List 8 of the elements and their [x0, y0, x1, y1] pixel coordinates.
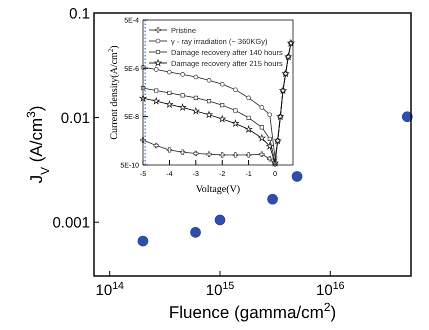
x-axis-title: Voltage(V)	[196, 184, 240, 195]
x-tick-label: 10$^{16}$	[316, 280, 345, 299]
y-tick-label: 0.001	[52, 214, 90, 232]
x-tick-label: 10$^{14}$	[96, 280, 124, 299]
y-tick-label: 0.1	[69, 5, 90, 22]
x-tick-label: 10$^{15}$	[206, 280, 234, 299]
x-axis-title: Fluence (gamma/cm$^{2}$)	[168, 300, 336, 322]
y-tick-label: 0.01	[60, 110, 90, 127]
